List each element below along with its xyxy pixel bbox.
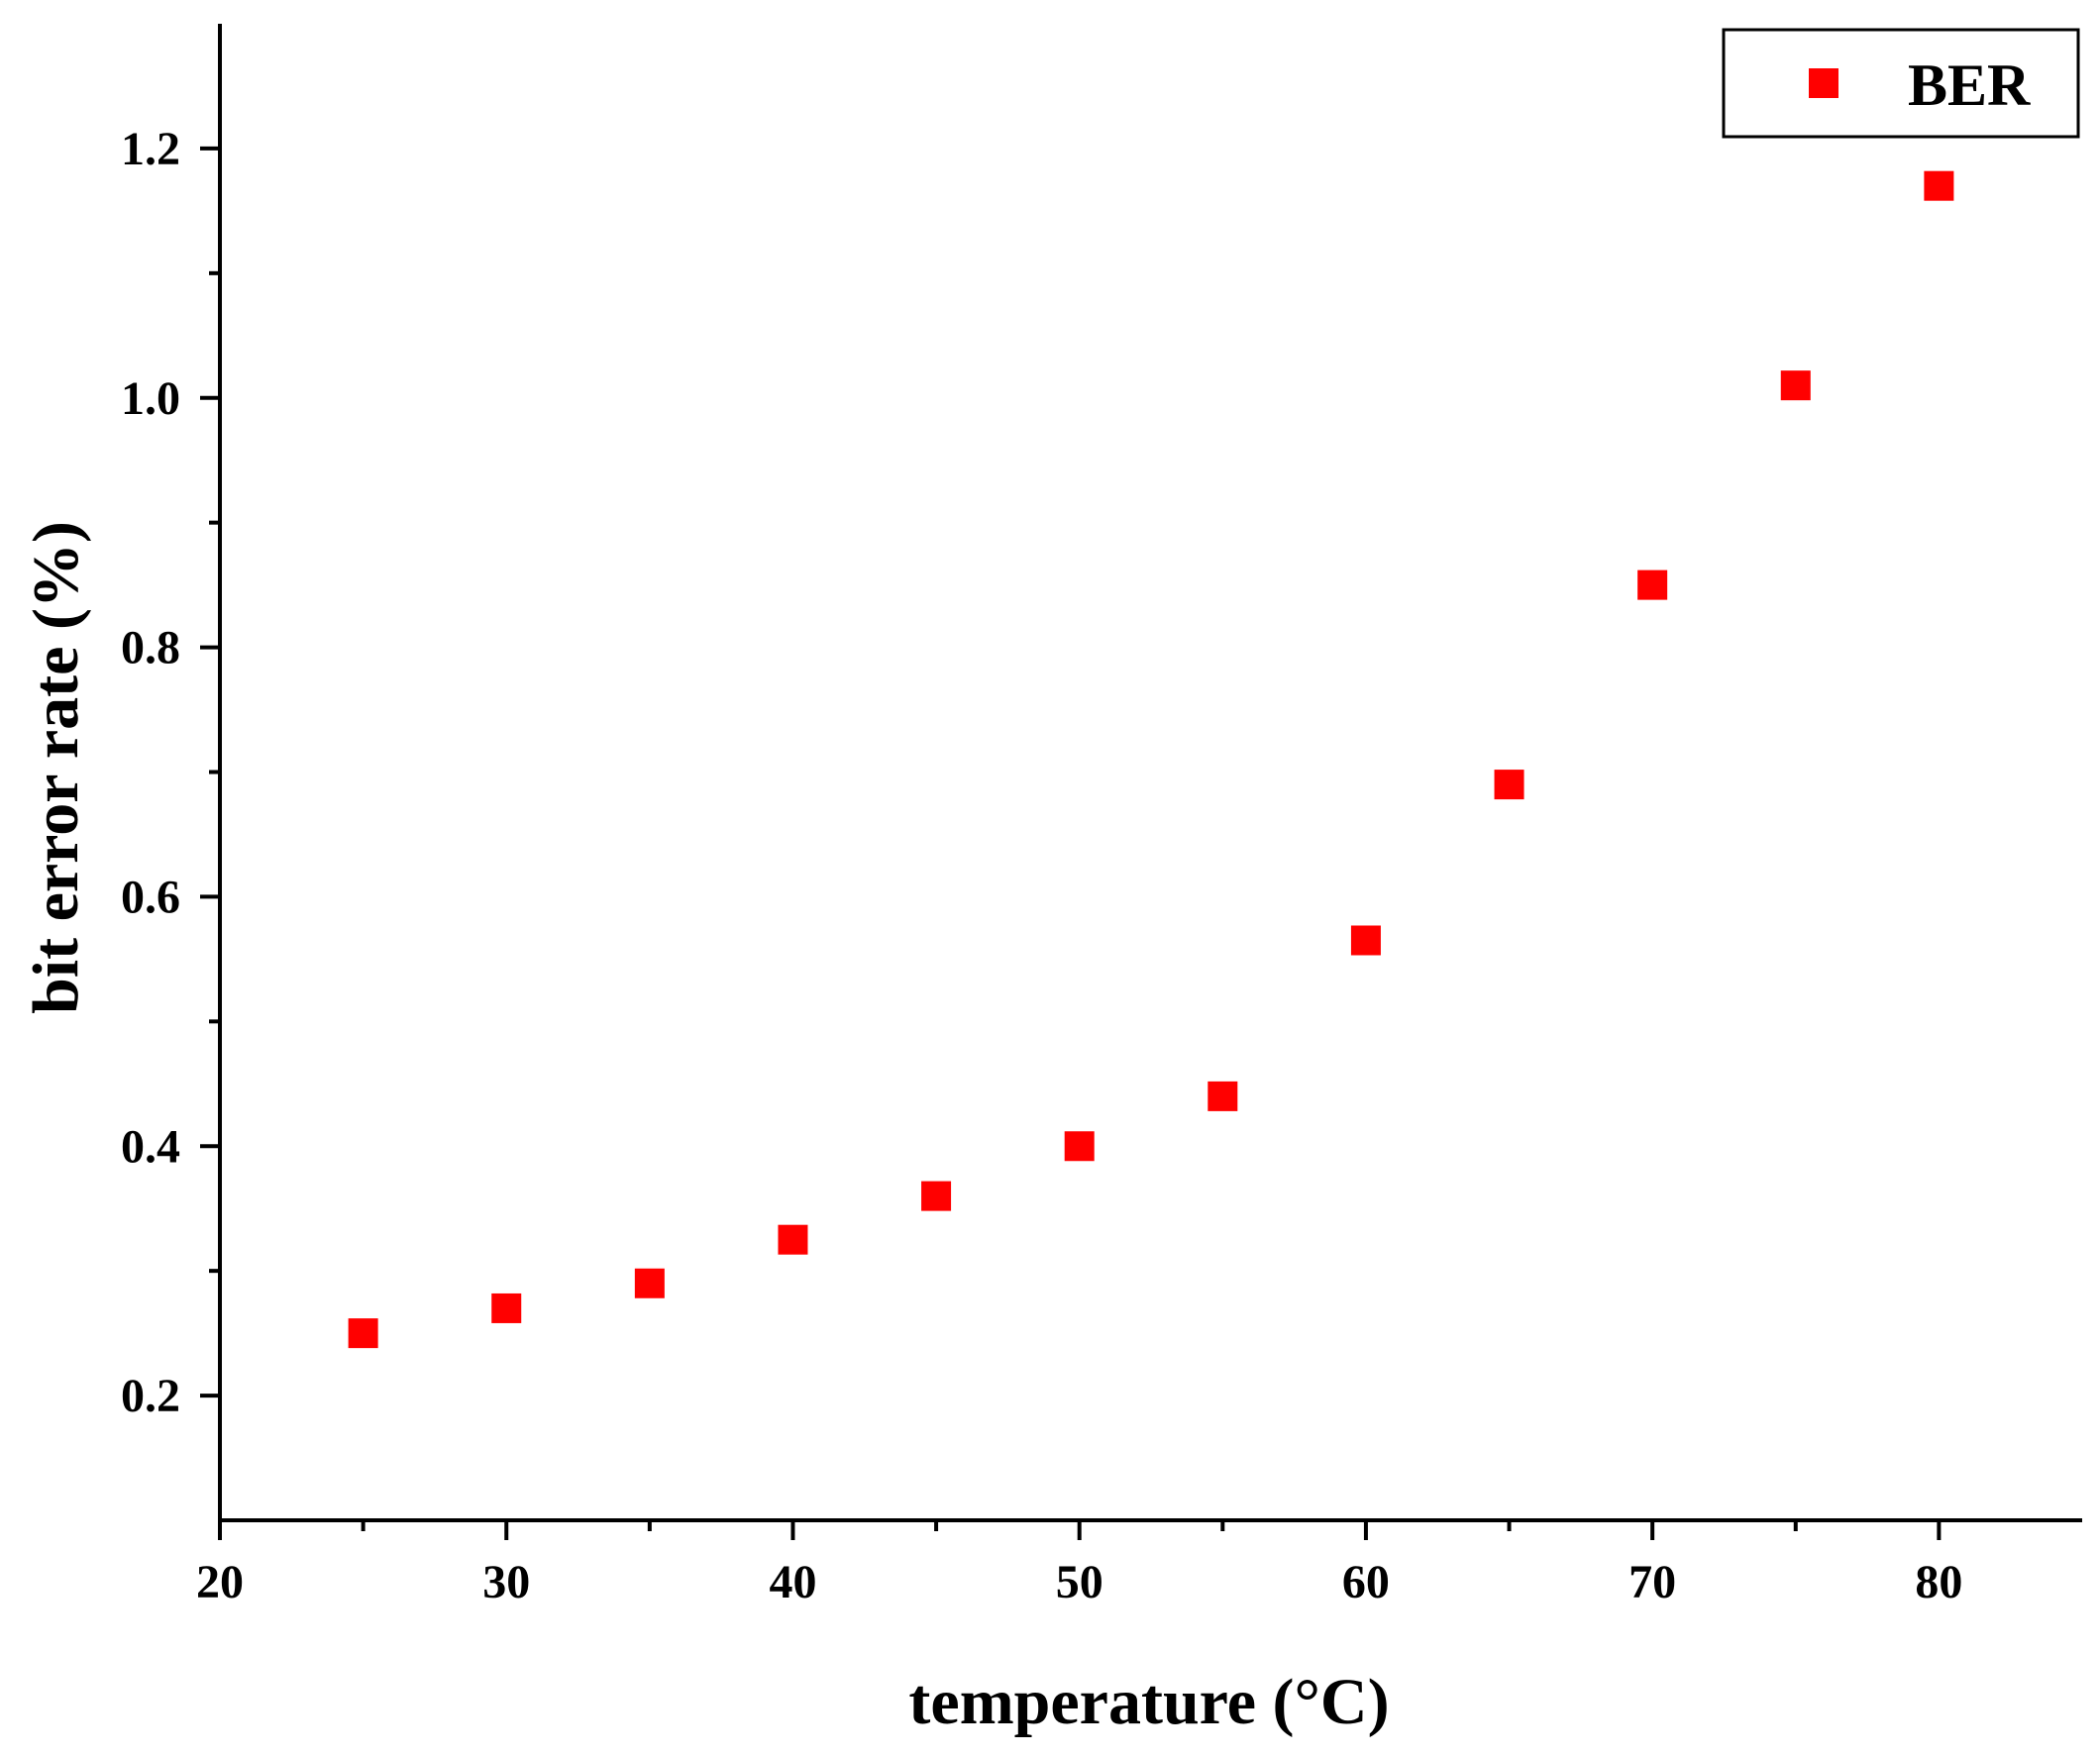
x-tick-label: 60 [1342, 1556, 1390, 1608]
y-tick-label: 0.8 [121, 622, 180, 674]
data-point-ber [778, 1224, 808, 1255]
data-point-ber [1494, 770, 1524, 800]
data-point-ber [1924, 170, 1954, 201]
x-tick-label: 20 [196, 1556, 244, 1608]
ticks: 20 30 40 50 60 70 80 0.2 0.4 0.6 0.8 1.0 1.2 [121, 123, 1962, 1608]
data-point-ber [348, 1318, 378, 1349]
y-tick-label: 0.4 [121, 1120, 180, 1173]
data-points [348, 170, 1954, 1349]
y-tick-label: 1.2 [121, 123, 180, 175]
x-tick-label: 40 [769, 1556, 816, 1608]
y-axis-label: bit error rate (%) [20, 521, 92, 1014]
y-tick-label: 0.2 [121, 1370, 180, 1422]
legend-frame [1722, 28, 2080, 139]
y-tick-label: 0.6 [121, 871, 180, 923]
x-tick-label: 80 [1915, 1556, 1962, 1608]
data-point-ber [1208, 1081, 1238, 1111]
data-point-ber [634, 1268, 665, 1298]
x-tick-label: 70 [1628, 1556, 1676, 1608]
legend: BER [1722, 28, 2080, 139]
x-axis-label: temperature (°C) [908, 1666, 1389, 1738]
x-tick-label: 30 [482, 1556, 530, 1608]
data-point-ber [921, 1181, 952, 1211]
data-point-ber [1637, 569, 1668, 600]
data-point-ber [491, 1293, 522, 1323]
legend-label-ber: BER [1908, 52, 2031, 118]
data-point-ber [1350, 925, 1381, 956]
y-tick-label: 1.0 [121, 372, 180, 425]
x-tick-label: 50 [1056, 1556, 1103, 1608]
legend-marker-ber [1809, 68, 1838, 98]
data-point-ber [1780, 370, 1811, 401]
data-point-ber [1064, 1131, 1095, 1162]
